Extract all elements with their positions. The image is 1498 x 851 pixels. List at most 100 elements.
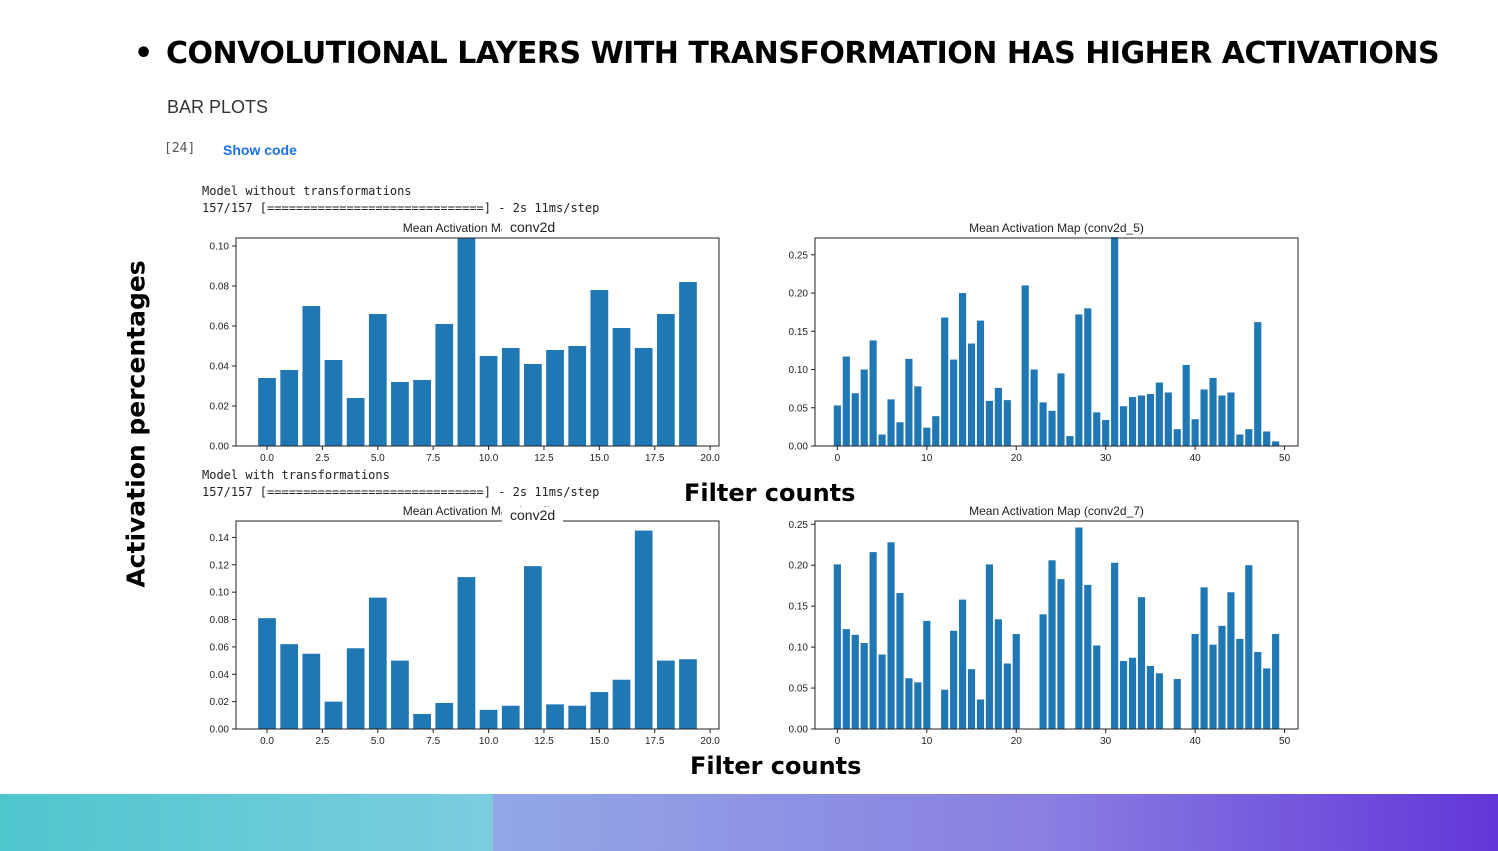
bar-17 xyxy=(634,348,653,446)
bar-12 xyxy=(941,689,949,729)
plot-frame xyxy=(235,237,720,447)
x-tick-label: 12.5 xyxy=(534,453,554,464)
y-tick-label: 0.10 xyxy=(210,588,230,599)
bar-42 xyxy=(1209,644,1217,729)
bar-27 xyxy=(1075,527,1083,729)
y-tick-label: 0.10 xyxy=(789,643,809,654)
bar-40 xyxy=(1191,634,1199,729)
y-axis-caption: Activation percentages xyxy=(121,260,151,588)
bar-0 xyxy=(258,618,276,729)
y-tick-label: 0.04 xyxy=(210,362,230,373)
bar-12 xyxy=(524,364,542,446)
x-tick-label: 30 xyxy=(1100,453,1112,464)
y-tick-label: 0.08 xyxy=(210,282,230,293)
bar-18 xyxy=(656,660,675,729)
bar-13 xyxy=(950,630,958,729)
bar-16 xyxy=(612,328,631,446)
chart-title: Mean Activation Map (conv2d_7) xyxy=(969,504,1144,518)
bar-14 xyxy=(568,705,587,729)
bar-12 xyxy=(941,317,949,446)
bar-10 xyxy=(479,356,498,446)
x-tick-label: 10.0 xyxy=(479,736,499,747)
show-code-link[interactable]: Show code xyxy=(223,142,297,158)
bar-9 xyxy=(457,238,476,446)
bar-19 xyxy=(679,282,697,446)
bar-5 xyxy=(368,597,387,729)
bar-44 xyxy=(1227,392,1235,446)
bar-14 xyxy=(959,599,967,729)
bar-22 xyxy=(1030,369,1038,446)
bar-0 xyxy=(258,378,276,446)
bar-0 xyxy=(833,564,841,729)
chart-without_right: Mean Activation Map (conv2d_5) 0 10 20 30 40 5… xyxy=(789,221,1299,464)
y-tick-label: 0.25 xyxy=(789,520,809,531)
bar-34 xyxy=(1137,597,1146,729)
y-tick-label: 0.05 xyxy=(789,684,809,695)
x-tick-label: 40 xyxy=(1190,736,1202,747)
bar-7 xyxy=(896,593,904,729)
bar-29 xyxy=(1093,645,1101,729)
x-tick-label: 2.5 xyxy=(315,736,329,747)
bar-18 xyxy=(656,314,675,446)
x-tick-label: 17.5 xyxy=(645,736,665,747)
bar-15 xyxy=(967,669,976,729)
bar-16 xyxy=(612,679,631,729)
bar-8 xyxy=(905,358,913,446)
y-tick-label: 0.08 xyxy=(210,615,230,626)
bar-4 xyxy=(869,340,877,446)
x-tick-label: 40 xyxy=(1190,453,1202,464)
y-tick-label: 0.20 xyxy=(789,561,809,572)
y-tick-label: 0.14 xyxy=(210,533,230,544)
x-tick-label: 10 xyxy=(921,736,933,747)
bar-44 xyxy=(1227,592,1235,729)
bar-31 xyxy=(1111,237,1119,446)
bar-1 xyxy=(280,370,299,446)
bar-35 xyxy=(1146,665,1154,729)
bar-28 xyxy=(1084,308,1092,446)
bar-31 xyxy=(1111,562,1119,729)
x-tick-label: 30 xyxy=(1100,736,1112,747)
console-line-progress-top: 157/157 [==============================]… xyxy=(202,201,600,215)
overlay-label-bottom: conv2d xyxy=(502,507,564,523)
section-title: BAR PLOTS xyxy=(167,97,269,117)
x-tick-label: 15.0 xyxy=(590,736,610,747)
bar-11 xyxy=(501,705,520,729)
bar-15 xyxy=(590,692,609,729)
y-tick-label: 0.15 xyxy=(789,602,809,613)
bar-42 xyxy=(1209,377,1217,446)
x-tick-label: 17.5 xyxy=(645,453,665,464)
y-tick-label: 0.06 xyxy=(210,322,230,333)
x-tick-label: 2.5 xyxy=(315,453,329,464)
x-tick-label: 20.0 xyxy=(700,453,720,464)
y-tick-label: 0.05 xyxy=(789,403,809,414)
footer-band-left xyxy=(0,794,493,851)
y-tick-label: 0.00 xyxy=(789,725,809,736)
bar-23 xyxy=(1039,614,1047,729)
y-tick-label: 0.06 xyxy=(210,642,230,653)
bar-13 xyxy=(546,350,564,446)
bar-8 xyxy=(905,678,913,729)
bar-17 xyxy=(634,530,653,729)
console-line-model-with: Model with transformations xyxy=(202,468,390,482)
bar-6 xyxy=(887,542,895,729)
bar-2 xyxy=(302,653,321,729)
bar-15 xyxy=(590,290,609,446)
bar-3 xyxy=(860,369,868,446)
console-line-model-without: Model without transformations xyxy=(202,184,412,198)
bar-43 xyxy=(1218,625,1226,729)
x-tick-label: 15.0 xyxy=(590,453,610,464)
bar-5 xyxy=(878,434,886,446)
bar-6 xyxy=(887,399,895,446)
y-tick-label: 0.00 xyxy=(210,725,230,736)
bar-6 xyxy=(391,660,409,729)
chart-title: Mean Activation Map (conv2d_5) xyxy=(969,221,1144,235)
bar-48 xyxy=(1263,668,1271,729)
bar-17 xyxy=(985,400,993,446)
y-tick-label: 0.15 xyxy=(789,327,809,338)
bar-20 xyxy=(1012,634,1020,729)
bar-19 xyxy=(1003,400,1011,446)
bar-49 xyxy=(1272,634,1280,729)
bar-0 xyxy=(833,405,841,446)
x-tick-label: 5.0 xyxy=(371,453,385,464)
